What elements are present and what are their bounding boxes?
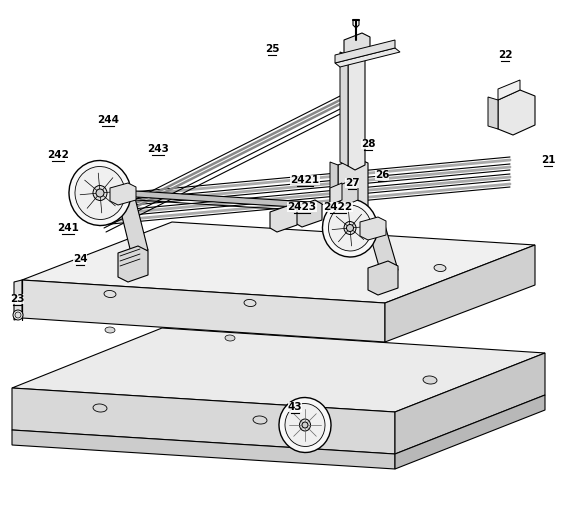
Polygon shape — [498, 90, 535, 135]
Ellipse shape — [244, 300, 256, 306]
Ellipse shape — [105, 327, 115, 333]
Ellipse shape — [322, 199, 378, 257]
Text: 21: 21 — [541, 155, 555, 165]
Text: 26: 26 — [375, 170, 389, 180]
Ellipse shape — [285, 403, 325, 446]
Ellipse shape — [253, 416, 267, 424]
Polygon shape — [12, 430, 395, 469]
Polygon shape — [118, 246, 148, 282]
Text: 242: 242 — [47, 150, 69, 160]
Ellipse shape — [75, 167, 125, 219]
Text: 244: 244 — [97, 115, 119, 125]
Polygon shape — [295, 200, 322, 227]
Polygon shape — [368, 222, 398, 277]
Polygon shape — [395, 353, 545, 454]
Ellipse shape — [93, 185, 107, 201]
Polygon shape — [12, 388, 395, 454]
Ellipse shape — [104, 291, 116, 297]
Text: 27: 27 — [345, 178, 359, 188]
Ellipse shape — [344, 221, 356, 234]
Ellipse shape — [434, 265, 446, 271]
Polygon shape — [335, 48, 400, 67]
Polygon shape — [344, 33, 370, 65]
Ellipse shape — [93, 404, 107, 412]
Polygon shape — [395, 395, 545, 469]
Polygon shape — [335, 40, 395, 63]
Polygon shape — [14, 280, 22, 320]
Ellipse shape — [225, 335, 235, 341]
Polygon shape — [488, 97, 498, 129]
Text: 43: 43 — [287, 402, 303, 412]
Text: 24: 24 — [73, 254, 87, 264]
Polygon shape — [22, 280, 385, 342]
Text: 25: 25 — [265, 44, 279, 54]
Ellipse shape — [328, 205, 371, 251]
Polygon shape — [330, 183, 342, 205]
Text: 2423: 2423 — [287, 202, 317, 212]
Ellipse shape — [15, 312, 21, 318]
Ellipse shape — [13, 310, 23, 320]
Polygon shape — [348, 50, 365, 170]
Polygon shape — [340, 52, 348, 166]
Polygon shape — [498, 80, 520, 100]
Ellipse shape — [279, 398, 331, 453]
Polygon shape — [360, 217, 386, 240]
Text: 23: 23 — [10, 294, 24, 304]
Polygon shape — [12, 328, 545, 412]
Polygon shape — [110, 183, 136, 205]
Polygon shape — [368, 261, 398, 295]
Ellipse shape — [300, 419, 311, 431]
Ellipse shape — [346, 225, 353, 231]
Polygon shape — [340, 180, 358, 205]
Text: 28: 28 — [361, 139, 375, 149]
Ellipse shape — [423, 376, 437, 384]
Polygon shape — [22, 222, 535, 303]
Ellipse shape — [302, 422, 308, 428]
Polygon shape — [385, 245, 535, 342]
Ellipse shape — [96, 189, 104, 197]
Text: 2421: 2421 — [290, 175, 319, 185]
Text: 22: 22 — [498, 50, 512, 60]
Text: 243: 243 — [147, 144, 169, 154]
Polygon shape — [118, 194, 148, 257]
Polygon shape — [338, 158, 368, 227]
Text: 2422: 2422 — [324, 202, 353, 212]
Ellipse shape — [69, 160, 131, 226]
Polygon shape — [270, 205, 297, 232]
Polygon shape — [330, 162, 338, 222]
Text: 241: 241 — [57, 223, 79, 233]
